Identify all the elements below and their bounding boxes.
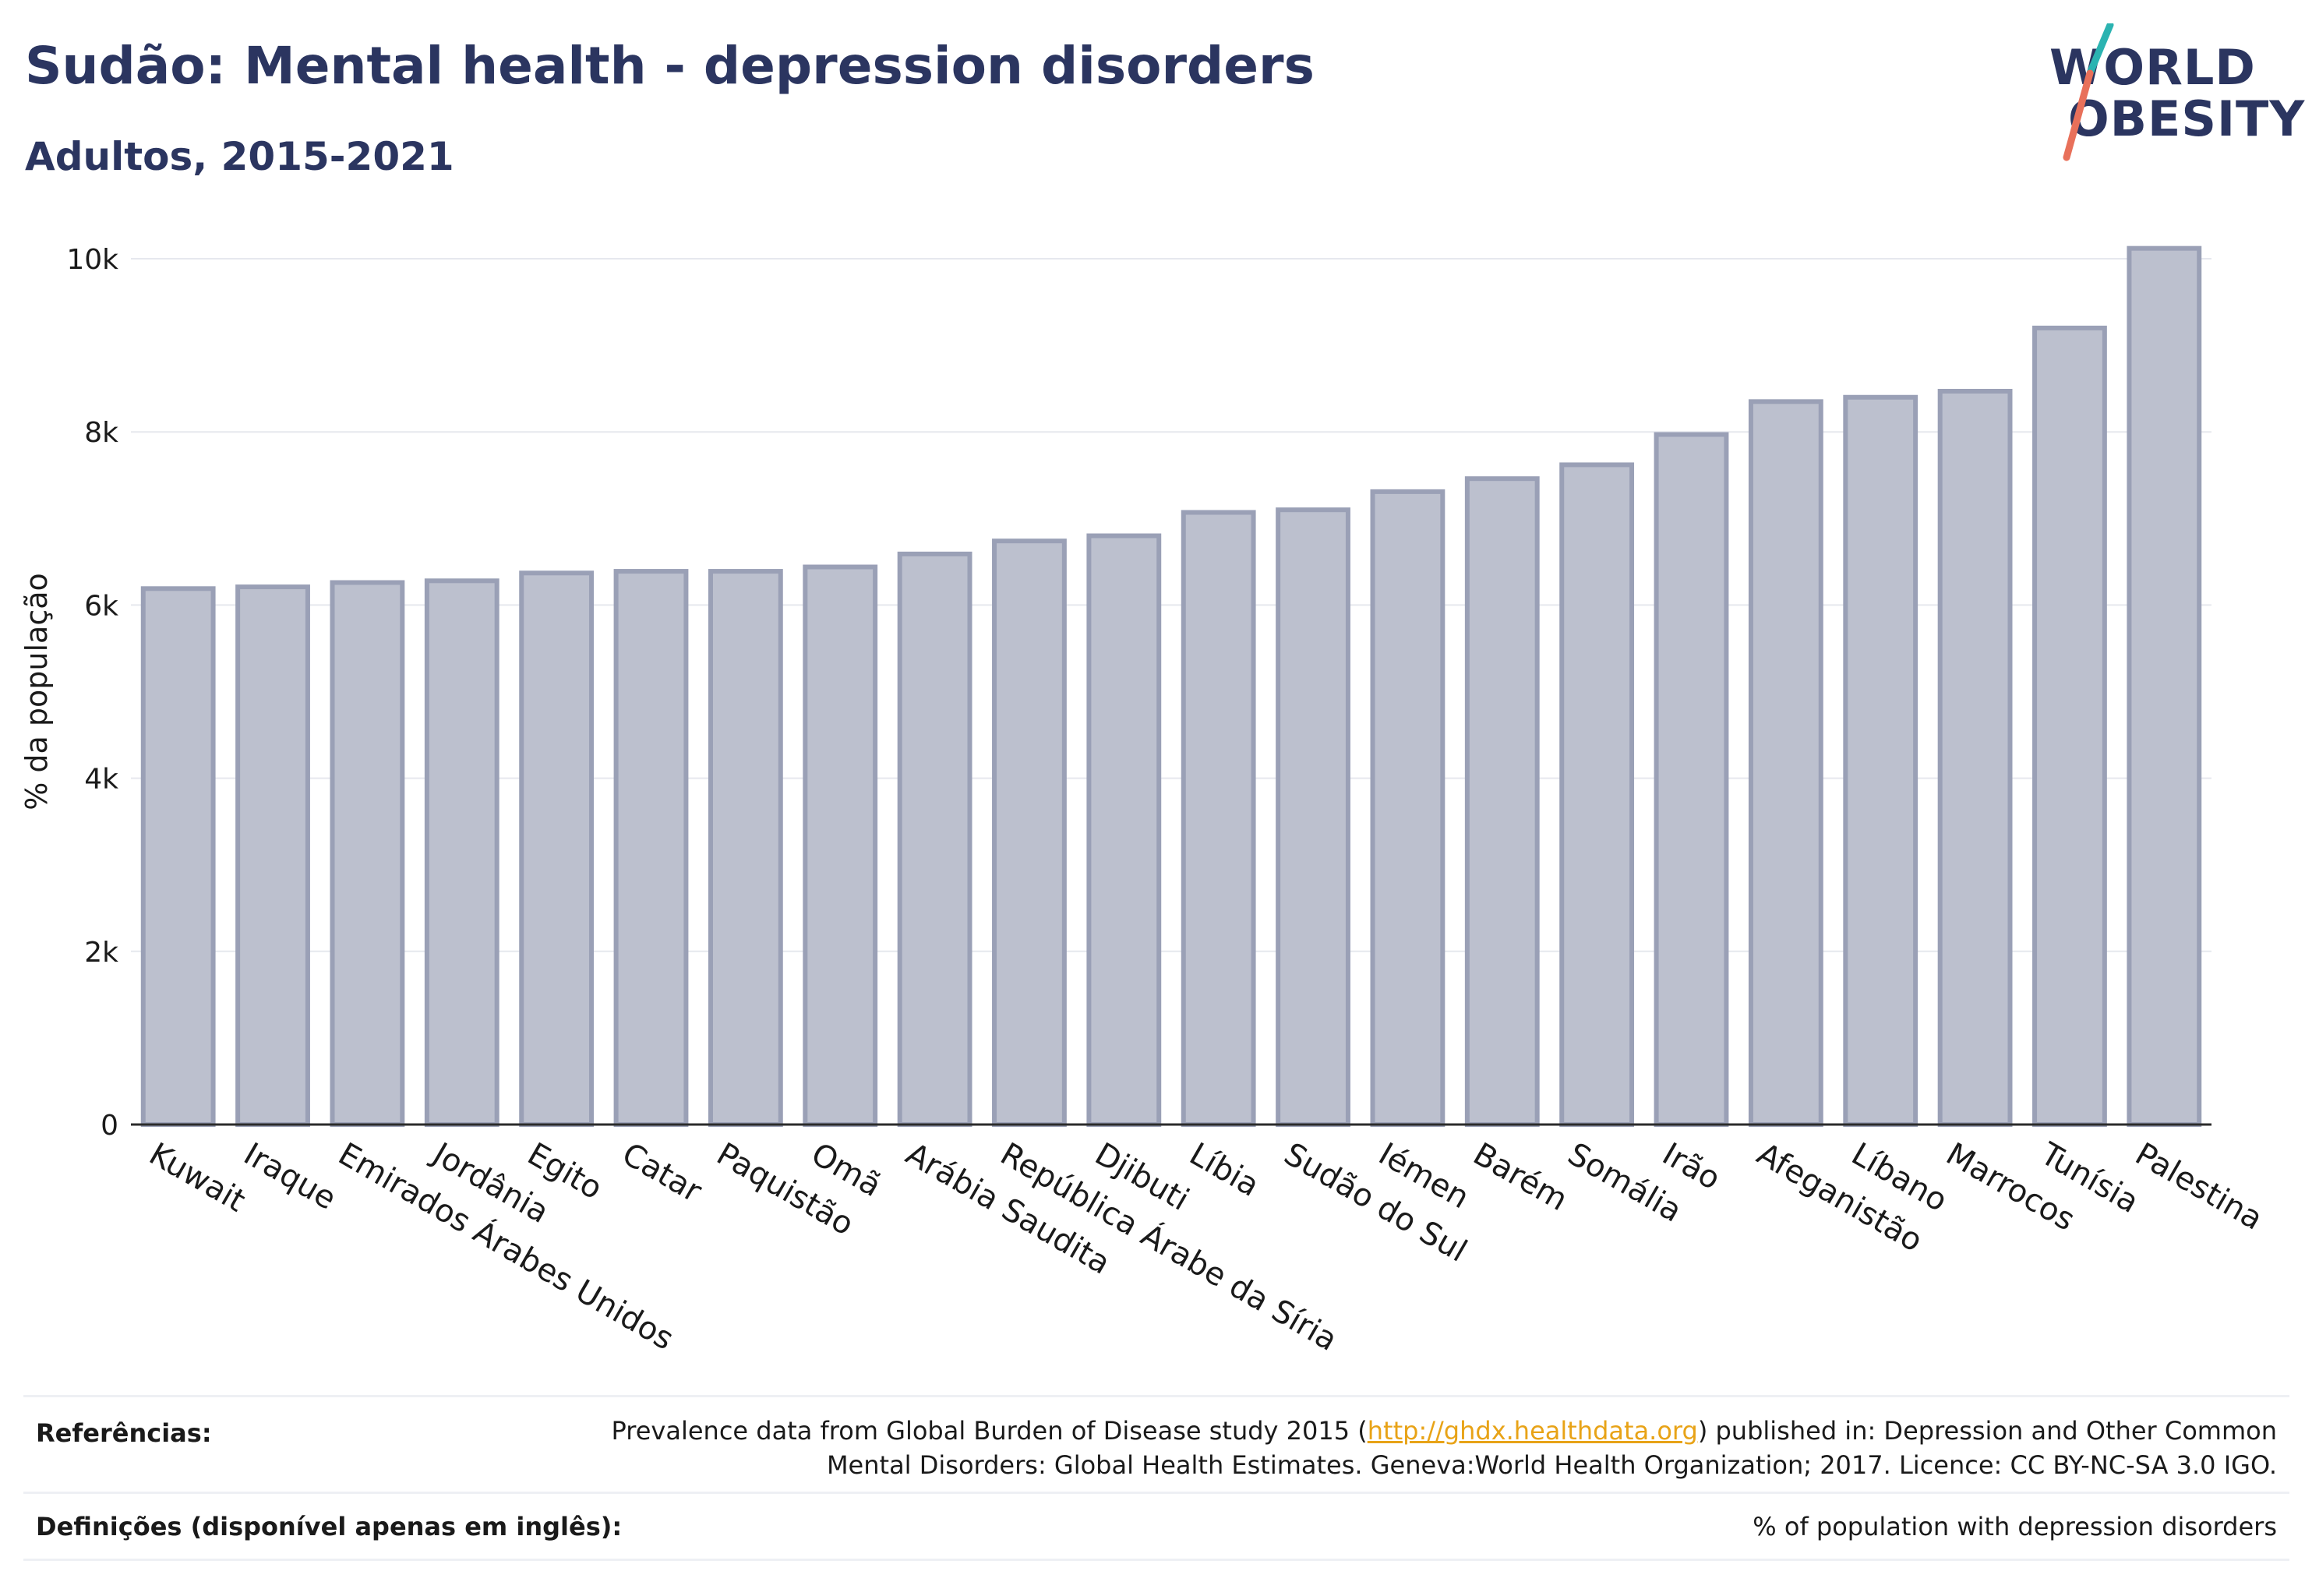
world-obesity-logo[interactable]: WORLD OBESITY [2026, 23, 2304, 171]
y-tick-label: 2k [84, 937, 118, 969]
y-tick-label: 10k [66, 244, 118, 276]
bar[interactable] [1464, 476, 1540, 1128]
chart-subtitle: Adultos, 2015-2021 [25, 134, 454, 179]
bar[interactable] [424, 578, 499, 1127]
bars [140, 245, 2202, 1128]
x-tick-label: Iraque [238, 1136, 342, 1217]
bar[interactable] [330, 580, 405, 1128]
y-axis-label: % da população [19, 573, 54, 810]
chart-title: Sudão: Mental health - depression disord… [25, 36, 1315, 96]
x-tick-label: Líbia [1184, 1136, 1265, 1204]
y-tick-label: 6k [84, 590, 118, 622]
y-tick-label: 0 [101, 1110, 118, 1142]
bar[interactable] [803, 564, 878, 1127]
x-tick-label: Palestina [2129, 1136, 2268, 1238]
divider [23, 1395, 2289, 1397]
definitions-label: Definições (disponível apenas em inglês)… [36, 1512, 623, 1541]
y-tick-label: 4k [84, 764, 118, 796]
bar[interactable] [235, 584, 310, 1128]
bar[interactable] [1181, 510, 1256, 1127]
bar[interactable] [140, 586, 216, 1127]
references-line-2: Mental Disorders: Global Health Estimate… [826, 1450, 2277, 1480]
bar[interactable] [2127, 245, 2202, 1128]
bar[interactable] [2032, 325, 2107, 1127]
bar[interactable] [519, 570, 595, 1127]
bar[interactable] [1748, 399, 1823, 1127]
bar[interactable] [1559, 462, 1635, 1127]
divider [23, 1559, 2289, 1561]
x-tick-label: Barém [1467, 1136, 1574, 1218]
bar[interactable] [992, 538, 1067, 1128]
bar[interactable] [897, 551, 972, 1127]
bar[interactable] [613, 569, 689, 1128]
definitions-text: % of population with depression disorder… [1753, 1512, 2277, 1541]
references-text: Prevalence data from Global Burden of Di… [612, 1414, 2277, 1482]
bar[interactable] [1086, 533, 1162, 1127]
x-tick-label: Catar [616, 1136, 708, 1210]
bar[interactable] [1654, 432, 1729, 1127]
logo-word-obesity: OBESITY [2068, 90, 2305, 147]
logo-slash-icon [2063, 23, 2114, 161]
bar[interactable] [1843, 394, 1918, 1127]
y-tick-label: 8k [84, 417, 118, 449]
bar[interactable] [708, 569, 783, 1128]
references-label: Referências: [36, 1418, 212, 1448]
bar[interactable] [1937, 388, 2013, 1128]
references-link[interactable]: http://ghdx.healthdata.org [1367, 1416, 1698, 1446]
bar[interactable] [1370, 489, 1445, 1127]
divider [23, 1492, 2289, 1494]
references-text-end: ) published in: Depression and Other Com… [1697, 1416, 2277, 1446]
x-tick-label: Kuwait [143, 1136, 252, 1220]
bar[interactable] [1276, 507, 1350, 1127]
references-text-start: Prevalence data from Global Burden of Di… [611, 1416, 1368, 1446]
